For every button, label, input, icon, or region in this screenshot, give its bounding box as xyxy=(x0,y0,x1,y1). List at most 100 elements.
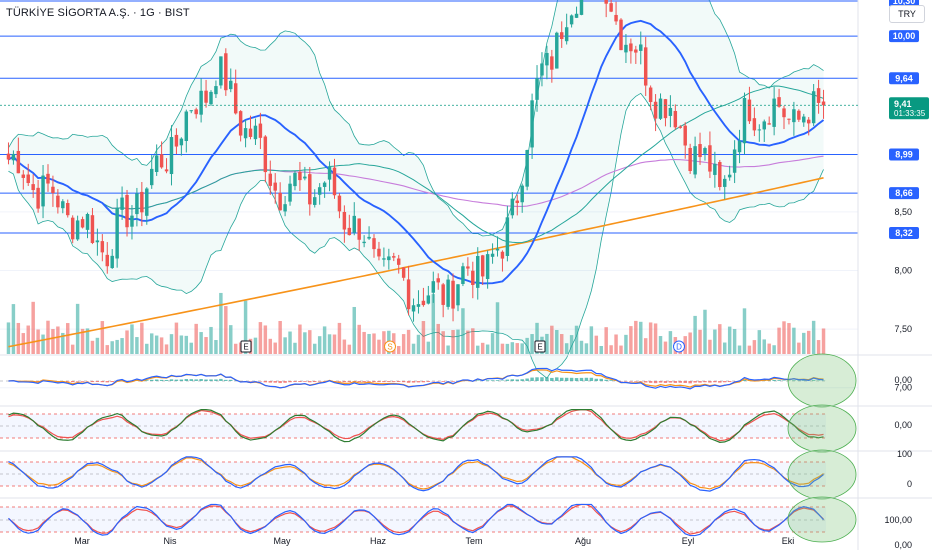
candle xyxy=(411,298,416,322)
histogram-bar xyxy=(224,379,228,381)
candle-body xyxy=(396,258,401,265)
candle xyxy=(135,187,139,227)
candle-body xyxy=(268,173,273,186)
candle-body xyxy=(416,304,421,307)
volume-bar xyxy=(406,329,411,354)
volume-bar xyxy=(308,330,312,354)
time-axis[interactable]: Mar Nis May Haz Tem Ağu Eyl Eki xyxy=(74,536,794,546)
candle xyxy=(283,196,287,217)
volume-bar xyxy=(604,327,608,354)
volume-bar xyxy=(703,309,707,354)
candle-body xyxy=(520,185,524,203)
candle xyxy=(41,165,45,219)
indicator-line xyxy=(8,503,824,537)
event-label: E xyxy=(537,343,542,352)
volume-bar xyxy=(130,324,134,354)
candle xyxy=(396,254,401,274)
volume-bar xyxy=(782,321,786,354)
candle-body xyxy=(159,154,164,168)
month-label: Tem xyxy=(465,536,482,546)
histogram-bar xyxy=(515,379,519,381)
candle xyxy=(609,0,613,13)
candle-body xyxy=(441,284,445,305)
volume-bar xyxy=(564,343,569,354)
candle xyxy=(273,173,277,204)
volume-bar xyxy=(41,334,45,354)
candle xyxy=(643,36,648,96)
symbol-title[interactable]: TÜRKİYE SİGORTA A.Ş. · 1G · BIST xyxy=(6,7,190,19)
candle xyxy=(574,6,579,19)
volume-bar xyxy=(500,343,505,354)
volume-bar xyxy=(273,342,277,354)
candle-body xyxy=(31,184,35,191)
candle xyxy=(466,257,470,276)
candle-body xyxy=(377,248,381,257)
histogram-bar xyxy=(782,380,786,381)
candle-body xyxy=(446,279,450,307)
volume-bar xyxy=(268,338,273,354)
volume-bar xyxy=(258,322,263,354)
volume-bar xyxy=(713,329,717,354)
event-badge xyxy=(673,340,685,353)
candle-body xyxy=(367,236,371,239)
candle xyxy=(288,175,292,206)
candle-body xyxy=(120,197,124,210)
volume-bar xyxy=(140,322,144,354)
candle-body xyxy=(634,49,638,53)
candle-body xyxy=(21,174,26,178)
volume-bar xyxy=(737,345,742,354)
candle xyxy=(392,252,396,262)
histogram-bar xyxy=(703,381,707,383)
candle-body xyxy=(26,174,30,184)
candle-body xyxy=(727,174,732,178)
candle xyxy=(120,186,124,220)
volume-bar xyxy=(490,333,495,354)
candle-body xyxy=(737,140,742,153)
candle xyxy=(85,212,90,239)
candle xyxy=(737,129,742,164)
histogram-bar xyxy=(451,381,455,382)
candle-body xyxy=(643,47,648,86)
volume-bar xyxy=(401,334,406,354)
indicator-panes[interactable] xyxy=(0,353,932,543)
event-marker-e: E xyxy=(240,340,252,353)
candle xyxy=(377,241,381,261)
candle-body xyxy=(821,101,826,106)
candle-body xyxy=(703,148,707,154)
volume-bar xyxy=(61,332,65,354)
candle xyxy=(125,189,129,237)
histogram-bar xyxy=(357,381,361,383)
candle xyxy=(278,182,282,211)
candle xyxy=(505,205,510,262)
candles[interactable] xyxy=(6,0,826,322)
volume-bar xyxy=(243,300,248,354)
histogram-bar xyxy=(288,381,292,383)
histogram-bar xyxy=(209,379,213,381)
histogram-bar xyxy=(723,381,727,383)
candle xyxy=(303,166,307,181)
candle-body xyxy=(747,99,752,122)
volume-bar xyxy=(520,343,524,354)
histogram-bar xyxy=(199,379,203,381)
candle xyxy=(313,189,317,208)
candle-body xyxy=(698,144,702,158)
candle xyxy=(164,158,169,174)
volume-bar xyxy=(792,327,796,354)
candle xyxy=(6,142,11,165)
histogram-bar xyxy=(525,378,529,381)
candle-body xyxy=(510,198,515,216)
histogram-bar xyxy=(293,381,297,382)
candle-body xyxy=(431,281,436,293)
histogram-bar xyxy=(569,377,574,381)
candle xyxy=(332,158,337,199)
currency-button[interactable]: TRY xyxy=(889,5,925,23)
histogram-bar xyxy=(298,381,302,382)
histogram-bar xyxy=(347,381,352,383)
volume-bar xyxy=(219,292,223,354)
candle-body xyxy=(243,128,248,139)
candle xyxy=(174,128,179,155)
